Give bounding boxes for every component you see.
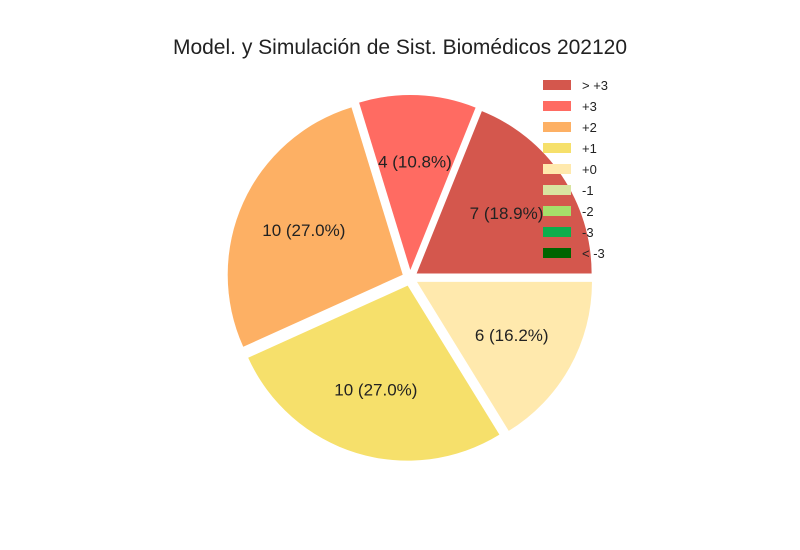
pie-slice — [359, 95, 476, 271]
legend-swatch — [543, 101, 571, 111]
legend-swatch — [543, 143, 571, 153]
legend-label: -3 — [582, 225, 594, 240]
legend-swatch — [543, 164, 571, 174]
slice-labels: 7 (18.9%) 4 (10.8%) 10 (27.0%) 10 (27.0%) 6 … — [262, 153, 548, 400]
legend-swatch — [543, 248, 571, 258]
slice-label: 10 (27.0%) — [334, 380, 417, 399]
legend-label: +2 — [582, 120, 597, 135]
legend-label: -1 — [582, 183, 594, 198]
legend-label: -2 — [582, 204, 594, 219]
chart-title: Model. y Simulación de Sist. Biomédicos … — [172, 36, 628, 59]
slice-label: 4 (10.8%) — [378, 153, 452, 172]
slice-label: 6 (16.2%) — [475, 326, 549, 345]
pie-slice — [248, 285, 500, 461]
legend-swatch — [543, 80, 571, 90]
legend-swatch — [543, 227, 571, 237]
pie-slice — [416, 281, 592, 431]
pie-slice — [227, 107, 403, 347]
legend-swatch — [543, 185, 571, 195]
pie-slices — [227, 95, 592, 461]
legend-swatch — [543, 122, 571, 132]
legend: > +3 +3 +2 +1 +0 -1 -2 -3 < -3 — [543, 78, 608, 261]
legend-label: > +3 — [582, 78, 608, 93]
legend-label: +1 — [582, 141, 597, 156]
legend-swatch — [543, 206, 571, 216]
legend-label: +3 — [582, 99, 597, 114]
slice-label: 7 (18.9%) — [470, 204, 544, 223]
legend-label: +0 — [582, 162, 597, 177]
slice-label: 10 (27.0%) — [262, 221, 345, 240]
legend-label: < -3 — [582, 246, 605, 261]
